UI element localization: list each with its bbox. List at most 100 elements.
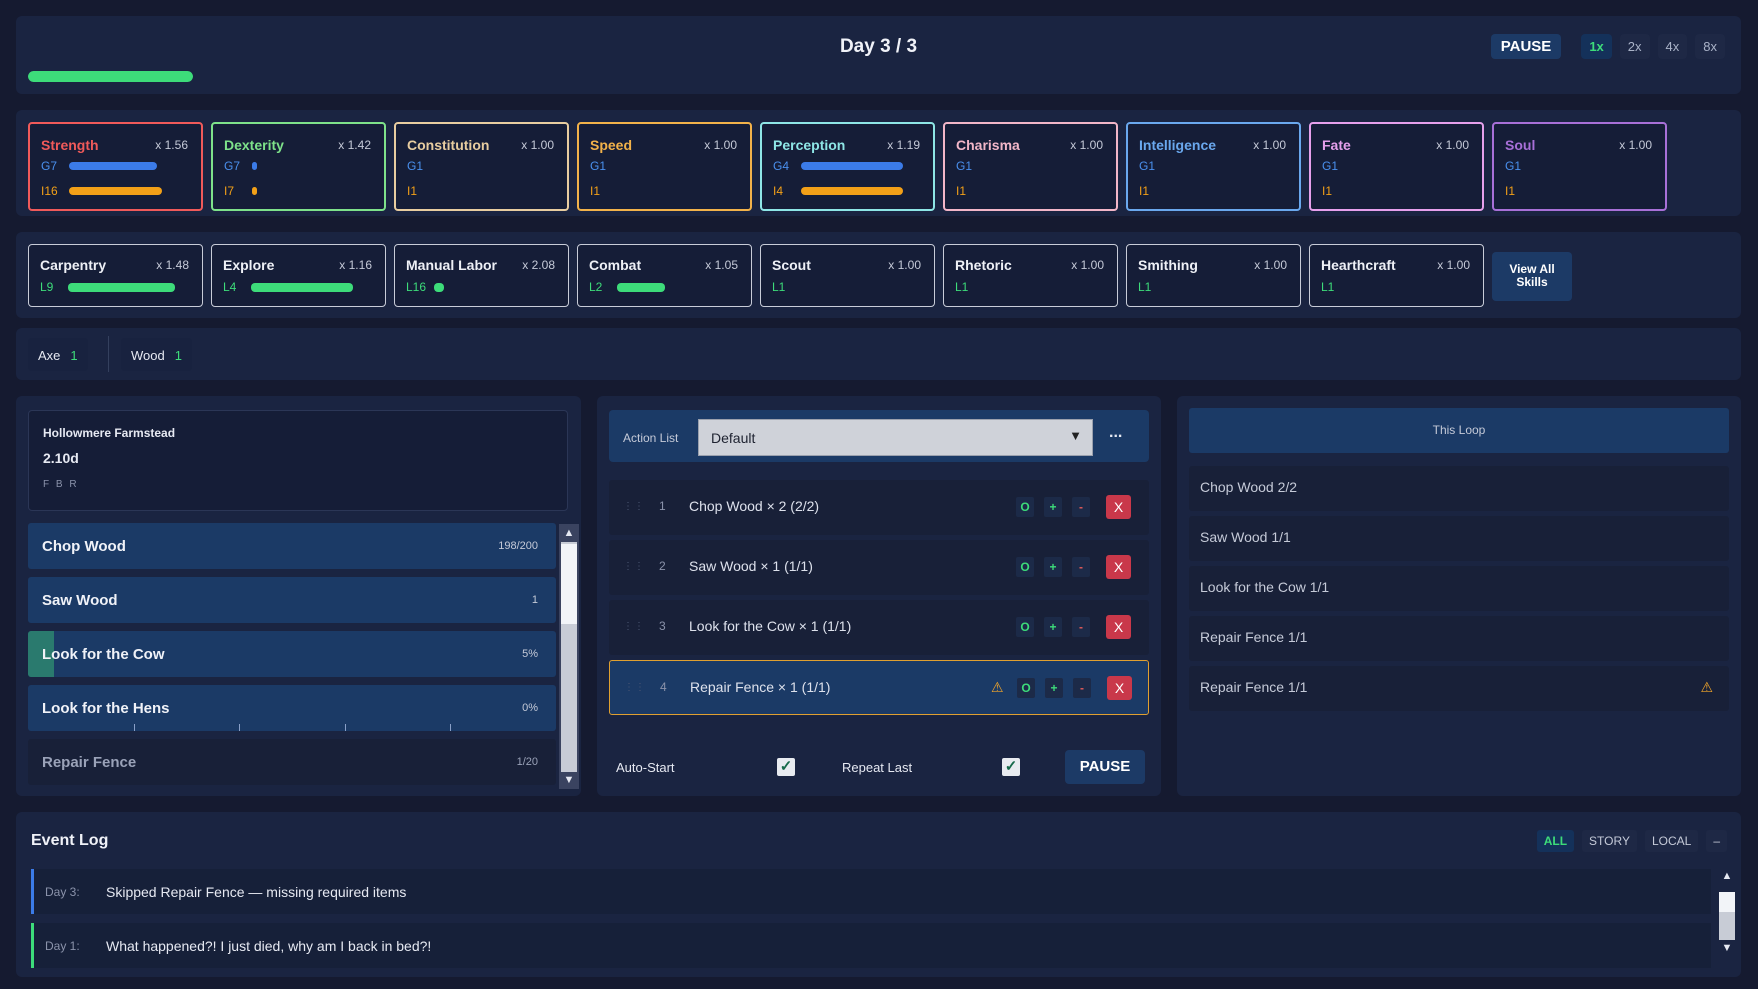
speed-2x-button[interactable]: 2x <box>1619 34 1650 59</box>
queue-item-remove-button[interactable]: X <box>1106 555 1131 579</box>
queue-item-remove-button[interactable]: X <box>1106 495 1131 519</box>
event-log-title: Event Log <box>31 832 109 849</box>
queue-item-decrease-button[interactable]: - <box>1072 557 1090 577</box>
queue-item-increase-button[interactable]: + <box>1044 617 1062 637</box>
skill-level-row: L9 <box>40 280 176 294</box>
stat-card-strength[interactable]: Strength x 1.56 G7 I16 <box>28 122 203 211</box>
queue-item-increase-button[interactable]: + <box>1044 557 1062 577</box>
queue-item-options-button[interactable]: O <box>1016 617 1034 637</box>
stat-i-row: I16 <box>41 184 162 198</box>
repeat-last-checkbox[interactable]: ✓ <box>1002 758 1020 776</box>
stat-card-fate[interactable]: Fate x 1.00 G1 I1 <box>1309 122 1484 211</box>
scroll-thumb[interactable] <box>561 544 577 624</box>
filter-all-button[interactable]: ALL <box>1536 830 1575 852</box>
stat-card-speed[interactable]: Speed x 1.00 G1 I1 <box>577 122 752 211</box>
drag-handle-icon[interactable]: ⋮⋮ <box>623 621 645 632</box>
skill-card-smithing[interactable]: Smithing x 1.00 L1 <box>1126 244 1301 307</box>
speed-4x-button[interactable]: 4x <box>1657 34 1688 59</box>
stat-card-charisma[interactable]: Charisma x 1.00 G1 I1 <box>943 122 1118 211</box>
queue-item-remove-button[interactable]: X <box>1107 676 1132 700</box>
skill-card-explore[interactable]: Explore x 1.16 L4 <box>211 244 386 307</box>
action-look-for-the-cow[interactable]: Look for the Cow 5% <box>28 631 556 677</box>
stat-card-intelligence[interactable]: Intelligence x 1.00 G1 I1 <box>1126 122 1301 211</box>
queue-item-options-button[interactable]: O <box>1016 497 1034 517</box>
skill-card-scout[interactable]: Scout x 1.00 L1 <box>760 244 935 307</box>
action-list-more-button[interactable]: ... <box>1109 424 1123 441</box>
queue-item[interactable]: ⋮⋮ 2 Saw Wood × 1 (1/1) O + - X <box>609 540 1149 595</box>
skill-multiplier: x 2.08 <box>522 258 555 272</box>
auto-start-checkbox[interactable]: ✓ <box>777 758 795 776</box>
pause-button[interactable]: PAUSE <box>1490 34 1562 59</box>
action-progress-fill <box>28 631 55 677</box>
skill-card-combat[interactable]: Combat x 1.05 L2 <box>577 244 752 307</box>
queue-item-text: Saw Wood × 1 (1/1) <box>689 558 813 574</box>
stat-card-constitution[interactable]: Constitution x 1.00 G1 I1 <box>394 122 569 211</box>
speed-8x-button[interactable]: 8x <box>1695 34 1725 59</box>
inventory-item-wood[interactable]: Wood 1 <box>121 338 192 371</box>
stat-multiplier: x 1.19 <box>887 138 920 152</box>
stat-card-perception[interactable]: Perception x 1.19 G4 I4 <box>760 122 935 211</box>
queue-item-options-button[interactable]: O <box>1016 557 1034 577</box>
stat-card-dexterity[interactable]: Dexterity x 1.42 G7 I7 <box>211 122 386 211</box>
scroll-thumb[interactable] <box>1719 892 1735 912</box>
action-list-header: Action List Default ▼ ... <box>609 410 1149 462</box>
action-list-label: Action List <box>623 431 679 445</box>
skill-card-manual-labor[interactable]: Manual Labor x 2.08 L16 <box>394 244 569 307</box>
stat-g-level: G1 <box>1505 159 1522 173</box>
queue-item-decrease-button[interactable]: - <box>1072 617 1090 637</box>
action-saw-wood[interactable]: Saw Wood 1 <box>28 577 556 623</box>
action-look-for-the-hens[interactable]: Look for the Hens 0% <box>28 685 556 731</box>
event-log-scrollbar[interactable]: ▲ ▼ <box>1717 870 1737 970</box>
stat-g-level: G1 <box>590 159 607 173</box>
skill-bar <box>617 282 665 292</box>
queue-item-remove-button[interactable]: X <box>1106 615 1131 639</box>
auto-start-label: Auto-Start <box>616 760 675 775</box>
skill-card-hearthcraft[interactable]: Hearthcraft x 1.00 L1 <box>1309 244 1484 307</box>
action-list-select[interactable]: Default ▼ <box>698 419 1093 456</box>
skill-bar <box>68 282 176 292</box>
view-all-skills-button[interactable]: View All Skills <box>1492 252 1572 301</box>
queue-item[interactable]: ⋮⋮ 4 Repair Fence × 1 (1/1) ⚠ O + - X <box>609 660 1149 715</box>
stat-g-row: G1 <box>1139 159 1167 173</box>
queue-item[interactable]: ⋮⋮ 3 Look for the Cow × 1 (1/1) O + - X <box>609 600 1149 655</box>
location-flags: F B R <box>43 479 79 490</box>
collapse-log-button[interactable]: – <box>1706 830 1727 852</box>
speed-1x-button[interactable]: 1x <box>1581 34 1612 59</box>
drag-handle-icon[interactable]: ⋮⋮ <box>624 682 646 693</box>
scroll-up-icon[interactable]: ▲ <box>1721 870 1733 882</box>
drag-handle-icon[interactable]: ⋮⋮ <box>623 501 645 512</box>
loop-item: Repair Fence 1/1 <box>1189 616 1729 661</box>
queue-item-increase-button[interactable]: + <box>1044 497 1062 517</box>
stat-g-level: G1 <box>407 159 424 173</box>
skill-name: Scout <box>772 257 811 273</box>
queue-item-number: 1 <box>659 499 666 513</box>
stat-i-level: I1 <box>956 184 967 198</box>
action-value: 0% <box>522 702 538 714</box>
queue-item[interactable]: ⋮⋮ 1 Chop Wood × 2 (2/2) O + - X <box>609 480 1149 535</box>
stat-name: Charisma <box>956 137 1020 153</box>
action-repair-fence[interactable]: Repair Fence 1/20 <box>28 739 556 785</box>
drag-handle-icon[interactable]: ⋮⋮ <box>623 561 645 572</box>
inventory-bar: Axe 1 Wood 1 <box>16 328 1741 380</box>
queue-item-decrease-button[interactable]: - <box>1073 678 1091 698</box>
skill-name: Carpentry <box>40 257 107 273</box>
scroll-down-icon[interactable]: ▼ <box>563 774 575 786</box>
scroll-up-icon[interactable]: ▲ <box>563 527 575 539</box>
action-chop-wood[interactable]: Chop Wood 198/200 <box>28 523 556 569</box>
filter-local-button[interactable]: LOCAL <box>1644 830 1699 852</box>
stat-i-row: I1 <box>590 184 618 198</box>
skill-card-carpentry[interactable]: Carpentry x 1.48 L9 <box>28 244 203 307</box>
queue-item-options-button[interactable]: O <box>1017 678 1035 698</box>
queue-item-decrease-button[interactable]: - <box>1072 497 1090 517</box>
skill-card-rhetoric[interactable]: Rhetoric x 1.00 L1 <box>943 244 1118 307</box>
filter-story-button[interactable]: STORY <box>1582 830 1637 852</box>
scroll-down-icon[interactable]: ▼ <box>1721 942 1733 954</box>
this-loop-title: This Loop <box>1189 408 1729 453</box>
actions-scrollbar[interactable]: ▲ ▼ <box>559 524 579 789</box>
action-name: Chop Wood <box>42 538 126 555</box>
inventory-item-axe[interactable]: Axe 1 <box>28 338 88 371</box>
skill-level: L2 <box>589 280 603 294</box>
queue-item-increase-button[interactable]: + <box>1045 678 1063 698</box>
queue-pause-button[interactable]: PAUSE <box>1065 750 1145 784</box>
stat-card-soul[interactable]: Soul x 1.00 G1 I1 <box>1492 122 1667 211</box>
